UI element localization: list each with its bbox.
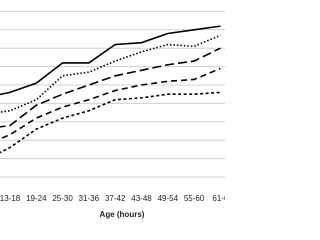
x-tick-label: 31-36 bbox=[79, 194, 100, 203]
series-line bbox=[0, 25, 221, 96]
x-axis-label: Age (hours) bbox=[100, 210, 145, 219]
x-tick-label: 55-60 bbox=[184, 194, 205, 203]
series-line bbox=[0, 34, 221, 113]
chart: Age (hours) 13-18 19-24 25-30 31-36 37-42 43-… bbox=[0, 10, 225, 219]
x-tick-label: 19-24 bbox=[26, 194, 47, 203]
series-line bbox=[0, 91, 221, 154]
series-line bbox=[0, 47, 221, 128]
x-tick-label: 61-6 bbox=[212, 194, 225, 203]
x-tick-label: 25-30 bbox=[52, 194, 73, 203]
x-tick-label: 49-54 bbox=[158, 194, 179, 203]
x-tick-label: 37-42 bbox=[105, 194, 126, 203]
series-line bbox=[0, 67, 221, 140]
x-tick-label: 43-48 bbox=[131, 194, 152, 203]
x-tick-label: 13-18 bbox=[0, 194, 21, 203]
